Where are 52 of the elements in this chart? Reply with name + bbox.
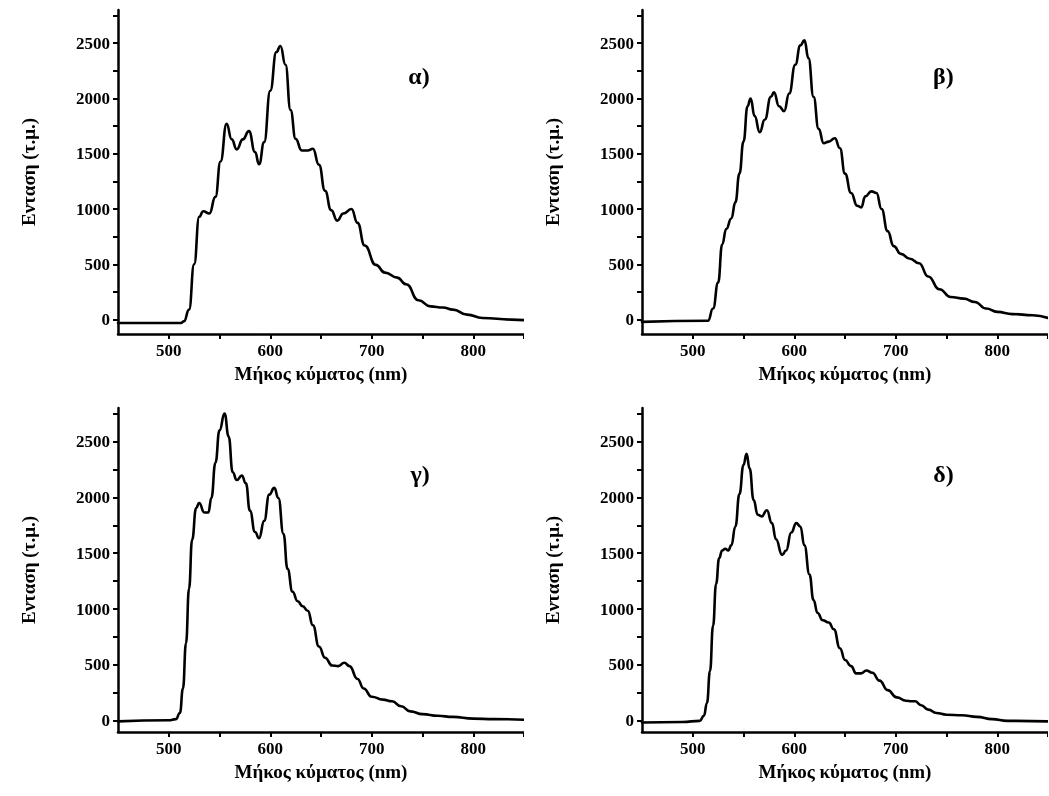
x-axis-title: Μήκος κύματος (nm) <box>758 761 932 783</box>
y-tick-label: 500 <box>84 254 110 274</box>
y-axis-title: Ενταση (τ.μ.) <box>18 515 40 625</box>
x-tick-label: 500 <box>680 341 706 360</box>
y-tick-label: 2000 <box>600 88 634 108</box>
y-tick-label: 0 <box>101 711 110 731</box>
x-tick-label: 800 <box>460 341 486 360</box>
y-tick-label: 0 <box>625 310 634 330</box>
x-axis-title: Μήκος κύματος (nm) <box>234 761 408 783</box>
y-tick-label: 2500 <box>76 33 110 53</box>
y-tick-label: 1000 <box>600 199 634 219</box>
y-tick-label: 500 <box>608 655 634 675</box>
x-tick-label: 800 <box>984 739 1010 758</box>
x-tick-label: 800 <box>984 341 1010 360</box>
y-tick-label: 500 <box>84 655 110 675</box>
x-tick-label: 800 <box>460 739 486 758</box>
y-tick-label: 0 <box>625 711 634 731</box>
x-tick-label: 500 <box>680 739 706 758</box>
y-tick-label: 2500 <box>600 432 634 452</box>
y-tick-label: 0 <box>101 310 110 330</box>
y-axis-title: Ενταση (τ.μ.) <box>18 117 40 227</box>
x-tick-label: 600 <box>257 739 283 758</box>
x-tick-label: 600 <box>781 739 807 758</box>
x-tick-label: 700 <box>359 341 385 360</box>
y-tick-label: 1000 <box>76 599 110 619</box>
y-tick-label: 1000 <box>76 199 110 219</box>
x-tick-label: 600 <box>257 341 283 360</box>
y-tick-label: 1500 <box>600 144 634 164</box>
y-axis-title: Ενταση (τ.μ.) <box>542 117 564 227</box>
x-tick-label: 700 <box>359 739 385 758</box>
y-tick-label: 2500 <box>76 432 110 452</box>
x-tick-label: 600 <box>781 341 807 360</box>
x-axis-title: Μήκος κύματος (nm) <box>758 363 932 385</box>
y-tick-label: 2500 <box>600 33 634 53</box>
x-tick-label: 500 <box>156 739 182 758</box>
x-axis-title: Μήκος κύματος (nm) <box>234 363 408 385</box>
annotation: β) <box>933 62 954 89</box>
y-tick-label: 500 <box>608 254 634 274</box>
y-tick-label: 2000 <box>76 487 110 507</box>
y-axis-title: Ενταση (τ.μ.) <box>542 515 564 625</box>
y-tick-label: 2000 <box>600 487 634 507</box>
y-tick-label: 1500 <box>600 543 634 563</box>
y-tick-label: 1000 <box>600 599 634 619</box>
x-tick-label: 700 <box>883 341 909 360</box>
annotation: γ) <box>409 460 430 487</box>
annotation: α) <box>408 62 430 89</box>
x-tick-label: 500 <box>156 341 182 360</box>
y-tick-label: 1500 <box>76 144 110 164</box>
y-tick-label: 2000 <box>76 88 110 108</box>
y-tick-label: 1500 <box>76 543 110 563</box>
x-tick-label: 700 <box>883 739 909 758</box>
annotation: δ) <box>933 460 954 487</box>
